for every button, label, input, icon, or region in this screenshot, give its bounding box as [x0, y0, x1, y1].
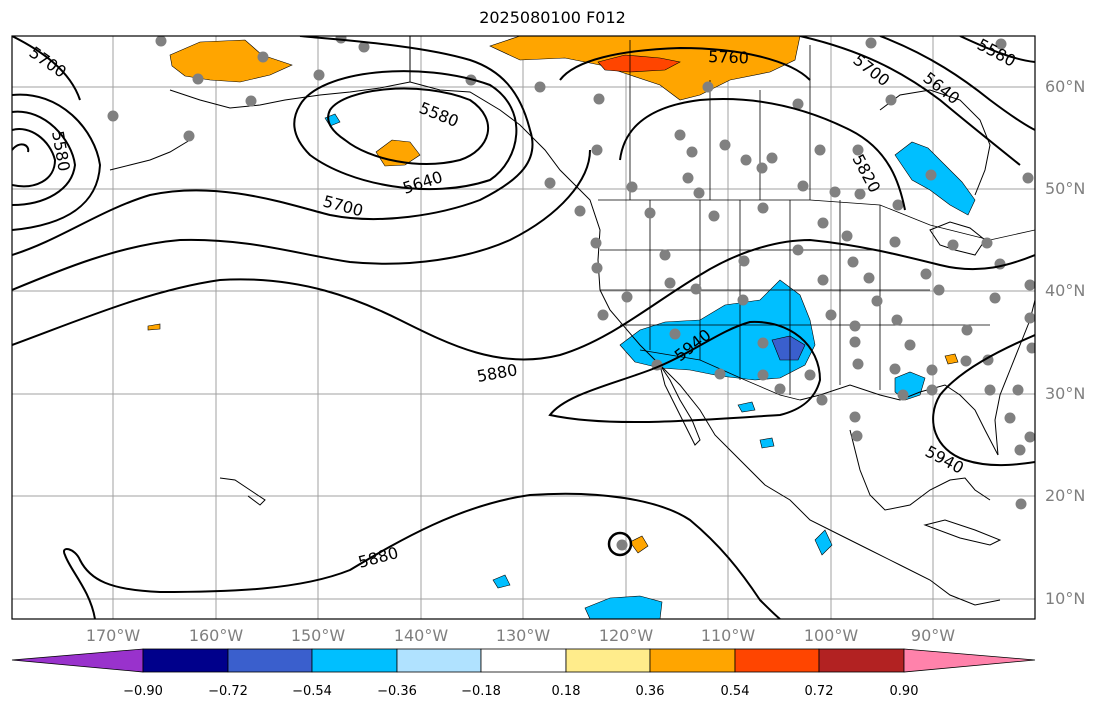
colorbar-tick-label: −0.36 — [377, 684, 417, 699]
lon-label-150w: 150°W — [290, 626, 346, 645]
contour-5580-east — [959, 36, 1035, 63]
alaska-south-coast — [169, 81, 411, 109]
canada-province-borders — [629, 40, 811, 200]
contour-5940-southwest — [548, 320, 822, 424]
contour-5580-low-west — [12, 128, 57, 188]
contour-5760-canada — [559, 46, 811, 81]
lon-label-170w: 170°W — [85, 626, 141, 645]
contour-label: 5580 — [974, 35, 1019, 71]
contour-5700-east — [799, 36, 1021, 166]
cuba — [923, 519, 1002, 546]
contour-label: 5880 — [475, 360, 518, 386]
colorbar-swatch — [734, 648, 820, 673]
contour-5880 — [12, 238, 1035, 361]
contour-5640-east — [879, 36, 1035, 131]
lat-label-30n: 30°N — [1045, 384, 1086, 403]
colorbar-tick-label: 0.18 — [551, 684, 581, 699]
lat-lon-grid — [12, 36, 1035, 619]
colorbar-swatch — [227, 648, 313, 673]
contour-5700-north — [12, 36, 81, 101]
positive-anomaly-canada-core — [597, 54, 681, 73]
lat-label-40n: 40°N — [1045, 281, 1086, 300]
lon-label-160w: 160°W — [188, 626, 244, 645]
height-contours — [12, 36, 1035, 619]
colorbar-extend-min — [11, 648, 144, 673]
lon-label-140w: 140°W — [393, 626, 449, 645]
contour-label: 5880 — [356, 543, 400, 572]
contour-5700-mid — [12, 36, 534, 256]
negative-anomaly-mexico — [814, 529, 833, 556]
colorbar-tick-label: −0.90 — [123, 684, 163, 699]
negative-anomaly-pacific — [492, 574, 511, 589]
positive-anomaly-alaska — [169, 39, 293, 83]
colorbar-tick-label: 0.36 — [635, 684, 665, 699]
lat-label-50n: 50°N — [1045, 179, 1086, 198]
hawaii — [219, 477, 266, 506]
contour-5640-west — [12, 143, 30, 153]
colorbar-swatch — [142, 648, 229, 673]
colorbar-swatch — [649, 648, 736, 673]
contour-label: 5700 — [26, 43, 70, 82]
lon-label-90w: 90°W — [910, 626, 956, 645]
contour-labels: 5700 5580 5640 5700 5760 5700 5640 5580 … — [26, 35, 1019, 572]
colorbar-tick-label: −0.18 — [461, 684, 501, 699]
colorbar-tick-label: 0.72 — [804, 684, 834, 699]
contour-label: 5580 — [48, 129, 74, 172]
colorbar-tick-label: 0.54 — [720, 684, 750, 699]
baja-peninsula — [659, 364, 701, 446]
lat-label-10n: 10°N — [1045, 589, 1086, 608]
us-gulf-coast — [799, 384, 999, 456]
contour-5760-mid — [12, 149, 591, 291]
negative-anomaly-southwest — [619, 279, 816, 381]
plot-frame — [11, 35, 1036, 620]
lat-label-60n: 60°N — [1045, 77, 1086, 96]
aleutians — [109, 139, 191, 171]
lon-label-110w: 110°W — [700, 626, 756, 645]
contour-5820-canada — [619, 98, 906, 211]
contour-5580-aleutian-low — [327, 87, 490, 165]
colorbar-tick-label: −0.54 — [292, 684, 332, 699]
lat-label-20n: 20°N — [1045, 486, 1086, 505]
contour-label: 5760 — [708, 47, 749, 67]
colorbar-swatch — [311, 648, 398, 673]
contour-label: 5700 — [850, 50, 894, 90]
contour-label: 5700 — [321, 192, 365, 221]
lon-label-130w: 130°W — [495, 626, 551, 645]
colorbar — [11, 648, 1036, 673]
colorbar-extend-max — [903, 648, 1036, 673]
gulf-coast — [849, 429, 991, 511]
map-title: 2025080100 F012 — [479, 8, 626, 27]
colorbar-tick-label: 0.90 — [889, 684, 919, 699]
colorbar-tick-label: −0.72 — [208, 684, 248, 699]
positive-anomaly-pacific — [629, 535, 649, 554]
colorbar-swatch — [818, 648, 905, 673]
hudson-bay — [879, 89, 991, 196]
negative-anomaly-south — [584, 595, 663, 619]
contour-label: 5640 — [400, 167, 445, 198]
contour-5640-aleutian-low — [293, 70, 518, 191]
negative-anomaly-southwest-core — [771, 335, 806, 361]
lon-label-100w: 100°W — [803, 626, 859, 645]
lon-label-120w: 120°W — [598, 626, 654, 645]
tropical-cyclone-center — [607, 531, 633, 557]
contour-5940-gulf — [932, 334, 1035, 467]
contour-5700-low-west — [12, 93, 102, 231]
contour-5640-low-west — [12, 110, 77, 206]
colorbar-swatch — [396, 648, 482, 673]
colorbar-swatch — [565, 648, 651, 673]
contour-label: 5580 — [417, 98, 462, 131]
station-markers — [107, 36, 1035, 551]
contour-5880-south — [63, 492, 781, 619]
great-lakes — [929, 221, 986, 256]
colorbar-swatch — [480, 648, 567, 673]
